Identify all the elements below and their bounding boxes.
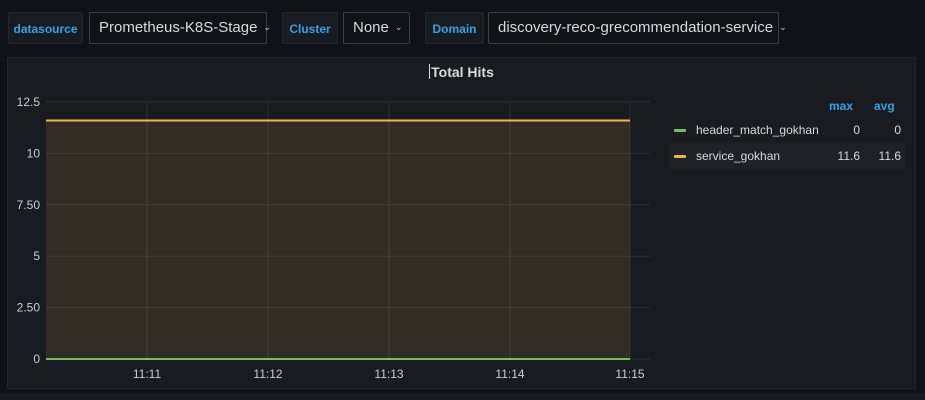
legend-avg-header[interactable]: avg — [874, 99, 895, 113]
cluster-variable-label: Cluster — [282, 12, 338, 44]
y-tick-label: 0 — [33, 352, 40, 366]
y-tick-label: 5 — [33, 249, 40, 263]
series-color-swatch[interactable] — [674, 129, 686, 132]
legend-series-name[interactable]: service_gokhan — [696, 149, 781, 163]
x-tick-label: 11:12 — [253, 367, 282, 381]
chevron-down-icon: ⌄ — [263, 22, 271, 32]
domain-select-value: discovery-reco-grecommendation-service — [498, 19, 774, 36]
variables-bar: datasource Prometheus-K8S-Stage ⌄ Cluster… — [8, 12, 918, 44]
panel-title[interactable]: Total Hits — [8, 64, 915, 80]
legend-max-value: 0 — [853, 123, 860, 137]
x-tick-label: 11:11 — [133, 367, 162, 381]
y-tick-label: 7.50 — [17, 198, 41, 212]
datasource-variable-label: datasource — [8, 12, 83, 44]
legend-series-name[interactable]: header_match_gokhan — [696, 123, 819, 137]
datasource-select-value: Prometheus-K8S-Stage — [99, 19, 258, 36]
datasource-select[interactable]: Prometheus-K8S-Stage ⌄ — [89, 12, 271, 44]
y-tick-label: 10 — [27, 146, 41, 160]
cluster-select-value: None — [353, 19, 389, 36]
legend-avg-value: 11.6 — [878, 149, 901, 163]
legend-header: max avg — [670, 99, 905, 117]
legend: max avg header_match_gokhan 0 0 service_… — [670, 99, 905, 169]
legend-max-header[interactable]: max — [829, 99, 854, 113]
text-cursor — [429, 64, 431, 79]
chevron-down-icon: ⌄ — [779, 22, 787, 32]
cluster-select[interactable]: None ⌄ — [343, 12, 410, 44]
legend-item[interactable]: header_match_gokhan 0 0 — [670, 117, 905, 143]
chevron-down-icon: ⌄ — [394, 22, 403, 32]
domain-variable-label: Domain — [425, 12, 484, 44]
y-tick-label: 2.50 — [17, 301, 41, 315]
y-tick-label: 12.5 — [17, 95, 41, 109]
x-tick-label: 11:15 — [615, 367, 644, 381]
legend-max-value: 11.6 — [837, 149, 860, 163]
panel-title-text: Total Hits — [431, 64, 494, 80]
series-area-service_gokhan — [46, 120, 630, 359]
series-color-swatch[interactable] — [674, 155, 686, 158]
x-tick-label: 11:14 — [495, 367, 524, 381]
time-series-chart[interactable]: 0 2.50 5 7.50 10 12.5 11:11 11:12 11:13 11:14 11:1… — [8, 58, 917, 390]
domain-select[interactable]: discovery-reco-grecommendation-service ⌄ — [488, 12, 787, 44]
total-hits-panel: Total Hits 0 2.50 5 7.50 10 12.5 11:11 11:12 11:… — [7, 57, 916, 389]
next-panel-edge — [0, 394, 925, 400]
x-tick-label: 11:13 — [374, 367, 403, 381]
legend-avg-value: 0 — [894, 123, 901, 137]
legend-item[interactable]: service_gokhan 11.6 11.6 — [670, 143, 905, 169]
